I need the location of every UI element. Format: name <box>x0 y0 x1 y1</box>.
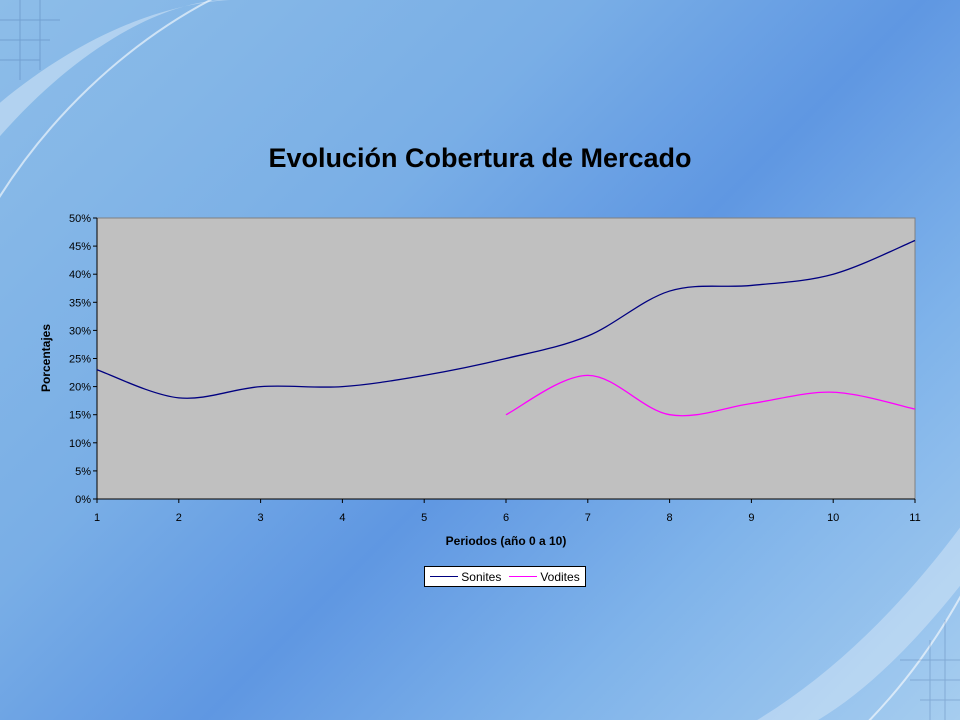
series-layer <box>96 239 917 417</box>
data-point-vodites <box>750 402 753 405</box>
data-point-vodites <box>668 413 671 416</box>
legend-swatch-sonites <box>430 576 459 577</box>
x-tick-label: 8 <box>667 512 673 524</box>
y-tick-label: 5% <box>75 466 91 478</box>
data-point-sonites <box>341 385 344 388</box>
data-point-sonites <box>259 385 262 388</box>
legend-item-vodites: Vodites <box>509 569 580 584</box>
background-arc-top <box>0 0 213 199</box>
data-point-sonites <box>586 335 589 338</box>
legend-label-sonites: Sonites <box>461 569 502 584</box>
chart-title: Evolución Cobertura de Mercado <box>268 143 692 173</box>
y-tick-label: 0% <box>75 494 91 506</box>
data-point-vodites <box>914 408 917 411</box>
data-point-sonites <box>177 396 180 399</box>
data-point-sonites <box>423 374 426 377</box>
series-line-sonites <box>96 239 916 399</box>
y-tick-label: 15% <box>69 410 91 422</box>
x-tick-label: 11 <box>909 512 920 524</box>
x-axis-label: Periodos (año 0 a 10) <box>445 534 567 548</box>
x-tick-label: 9 <box>748 512 754 524</box>
series-line-vodites <box>505 374 916 417</box>
data-point-sonites <box>505 357 508 360</box>
data-point-sonites <box>832 273 835 276</box>
x-tick-label: 2 <box>176 512 182 524</box>
background-swoosh-bottom <box>757 527 960 720</box>
x-tick-label: 1 <box>94 512 100 524</box>
background-swoosh-top <box>0 0 260 137</box>
data-point-vodites <box>505 413 508 416</box>
y-axis-label: Porcentajes <box>39 323 53 393</box>
y-tick-label: 50% <box>69 213 91 225</box>
y-tick-label: 20% <box>69 382 91 394</box>
x-tick-label: 10 <box>827 512 839 524</box>
y-tick-label: 35% <box>69 297 91 309</box>
data-point-sonites <box>668 290 671 293</box>
x-axis: 1 2 3 4 5 6 7 8 9 10 11 <box>94 498 921 524</box>
data-point-sonites <box>96 368 99 371</box>
data-point-sonites <box>914 239 917 242</box>
legend-item-sonites: Sonites <box>430 570 501 584</box>
y-tick-label: 25% <box>69 354 91 366</box>
y-tick-label: 40% <box>69 269 91 281</box>
x-tick-label: 5 <box>421 512 427 524</box>
data-point-sonites <box>750 284 753 287</box>
x-tick-label: 6 <box>503 512 509 524</box>
background-arc-bottom <box>868 595 960 720</box>
y-tick-label: 10% <box>69 438 91 450</box>
legend-swatch-vodites <box>509 576 538 577</box>
data-point-vodites <box>832 391 835 394</box>
data-point-vodites <box>586 374 589 377</box>
chart-legend: Sonites Vodites <box>424 566 586 587</box>
y-tick-label: 45% <box>69 241 91 253</box>
legend-label-vodites: Vodites <box>540 569 580 584</box>
x-tick-label: 4 <box>339 512 345 524</box>
x-tick-label: 3 <box>258 512 264 524</box>
x-tick-label: 7 <box>585 512 591 524</box>
y-axis: 0% 5% 10% 15% 20% 25% 30% 35% 40% 45% 50% <box>69 213 98 506</box>
y-tick-label: 30% <box>69 325 91 337</box>
